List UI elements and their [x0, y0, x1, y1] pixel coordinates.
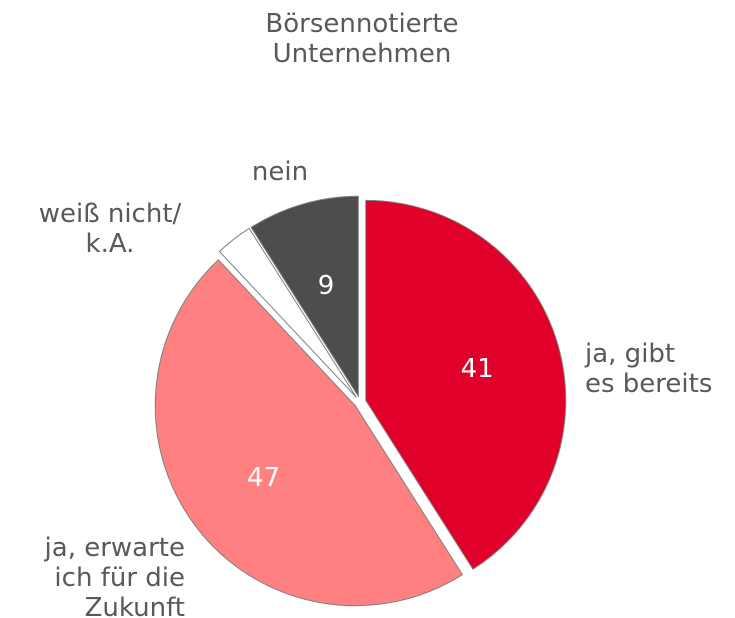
value-label: 9	[318, 271, 335, 301]
pie-slice	[250, 195, 359, 398]
pie-slice	[365, 199, 567, 570]
category-label: ja, erwarte ich für die Zukunft	[44, 533, 185, 618]
category-label: weiß nicht/k.A.	[39, 199, 182, 259]
category-label: ja, gibt es bereits	[584, 339, 712, 399]
pie-slice	[154, 259, 464, 607]
category-label: nein	[252, 157, 308, 187]
value-label: 47	[247, 463, 280, 493]
pie-slice	[218, 227, 357, 398]
value-label: 41	[461, 354, 494, 384]
chart-title: Börsennotierte Unternehmen	[265, 9, 458, 69]
